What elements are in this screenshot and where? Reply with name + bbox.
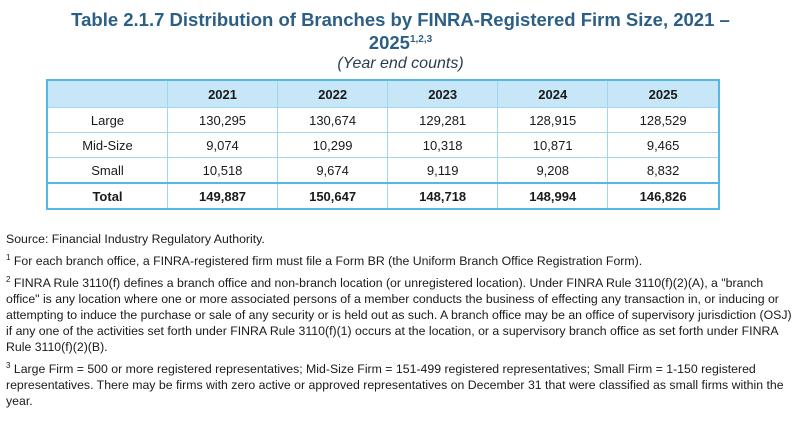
footnote-marker: 1 xyxy=(6,252,11,262)
footnote-text: Large Firm = 500 or more registered repr… xyxy=(6,362,784,408)
table-cell: 149,887 xyxy=(166,182,279,210)
footnote-2: 2 FINRA Rule 3110(f) defines a branch of… xyxy=(6,275,796,355)
table-row-mid-size: Mid-Size 9,074 10,299 10,318 10,871 9,46… xyxy=(46,132,720,158)
table-cell: 128,915 xyxy=(497,107,609,133)
header-year-2024: 2024 xyxy=(497,79,609,108)
source-note: Source: Financial Industry Regulatory Au… xyxy=(6,232,265,246)
table-cell: 10,871 xyxy=(497,132,609,158)
footnote-marker: 3 xyxy=(6,360,11,370)
table-cell: 146,826 xyxy=(607,182,720,210)
table-cell: 9,208 xyxy=(497,157,609,184)
table-cell: 130,295 xyxy=(166,107,279,133)
table-cell: 129,281 xyxy=(387,107,499,133)
footnote-text: For each branch office, a FINRA-register… xyxy=(13,254,643,268)
header-corner-cell xyxy=(46,79,168,108)
table-cell: 130,674 xyxy=(277,107,389,133)
table-row-total: Total 149,887 150,647 148,718 148,994 14… xyxy=(46,182,720,210)
row-label: Large xyxy=(46,107,168,133)
title-line-1: Table 2.1.7 Distribution of Branches by … xyxy=(71,9,730,30)
footnote-text: FINRA Rule 3110(f) defines a branch offi… xyxy=(6,276,792,354)
header-year-2023: 2023 xyxy=(387,79,499,108)
header-year-2022: 2022 xyxy=(277,79,389,108)
table-notes: Source: Financial Industry Regulatory Au… xyxy=(6,231,796,409)
row-label: Mid-Size xyxy=(46,132,168,158)
table-row-small: Small 10,518 9,674 9,119 9,208 8,832 xyxy=(46,157,720,184)
title-year: 2025 xyxy=(368,32,410,53)
table-cell: 150,647 xyxy=(277,182,389,210)
header-year-2025: 2025 xyxy=(607,79,720,108)
table-cell: 10,518 xyxy=(166,157,279,184)
table-cell: 9,119 xyxy=(387,157,499,184)
row-label: Total xyxy=(46,182,168,210)
table-cell: 8,832 xyxy=(607,157,720,184)
table-cell: 148,718 xyxy=(387,182,499,210)
branch-distribution-table: 2021 2022 2023 2024 2025 Large 130,295 1… xyxy=(46,79,720,210)
table-title: Table 2.1.7 Distribution of Branches by … xyxy=(0,8,801,74)
table-cell: 9,465 xyxy=(607,132,720,158)
footnote-3: 3 Large Firm = 500 or more registered re… xyxy=(6,361,796,409)
header-row: 2021 2022 2023 2024 2025 xyxy=(46,79,720,108)
row-label: Small xyxy=(46,157,168,184)
table-cell: 9,074 xyxy=(166,132,279,158)
table-cell: 9,674 xyxy=(277,157,389,184)
table-cell: 148,994 xyxy=(497,182,609,210)
table-cell: 10,299 xyxy=(277,132,389,158)
table-row-large: Large 130,295 130,674 129,281 128,915 12… xyxy=(46,107,720,133)
title-line-2: 20251,2,3 xyxy=(0,32,801,54)
header-year-2021: 2021 xyxy=(166,79,279,108)
table-cell: 10,318 xyxy=(387,132,499,158)
footnote-1: 1 For each branch office, a FINRA-regist… xyxy=(6,253,796,269)
title-footnote-refs: 1,2,3 xyxy=(409,33,433,45)
footnote-marker: 2 xyxy=(6,274,11,284)
table-subtitle: (Year end counts) xyxy=(337,55,464,72)
table-cell: 128,529 xyxy=(607,107,720,133)
